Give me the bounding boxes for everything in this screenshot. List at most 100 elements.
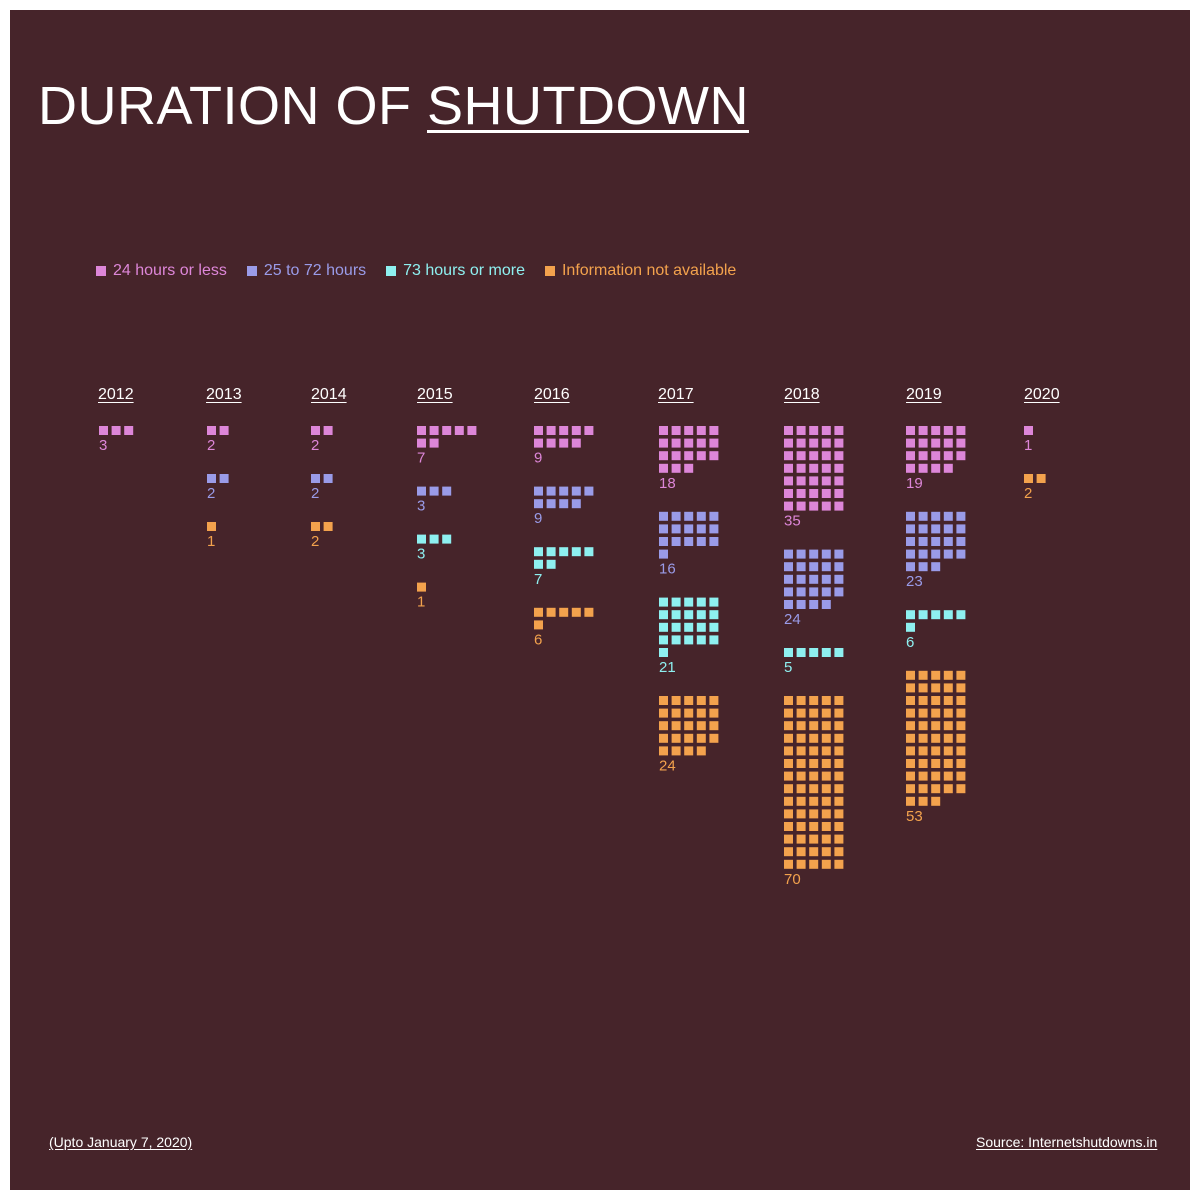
waffle-unit-2013-information-not-available bbox=[207, 522, 216, 531]
title-emphasis: SHUTDOWN bbox=[427, 76, 749, 136]
waffle-unit-2018-25-to-72-hours bbox=[784, 574, 793, 584]
waffle-unit-2019-information-not-available bbox=[906, 670, 915, 680]
waffle-unit-2017-24-hours-or-less bbox=[659, 451, 668, 461]
year-label-2014: 2014 bbox=[311, 386, 347, 403]
waffle-unit-2019-information-not-available bbox=[956, 708, 966, 718]
count-label-2013-information-not-available: 1 bbox=[207, 533, 215, 550]
waffle-unit-2019-information-not-available bbox=[931, 721, 941, 731]
waffle-unit-2018-25-to-72-hours bbox=[809, 562, 819, 572]
waffle-unit-2016-73-hours-or-more bbox=[546, 559, 556, 569]
waffle-unit-2018-24-hours-or-less bbox=[821, 476, 831, 486]
waffle-unit-2018-information-not-available bbox=[821, 733, 831, 743]
waffle-unit-2016-73-hours-or-more bbox=[559, 547, 569, 557]
waffle-unit-2019-information-not-available bbox=[906, 759, 915, 768]
legend-label-25-72h: 25 to 72 hours bbox=[263, 262, 367, 279]
waffle-unit-2015-information-not-available bbox=[417, 582, 426, 592]
count-label-2019-25-to-72-hours: 23 bbox=[906, 573, 923, 590]
waffle-unit-2017-information-not-available bbox=[671, 721, 681, 731]
waffle-unit-2017-73-hours-or-more bbox=[659, 635, 668, 645]
legend-label-24h: 24 hours or less bbox=[113, 262, 227, 279]
count-label-2018-73-hours-or-more: 5 bbox=[784, 659, 792, 676]
waffle-unit-2018-information-not-available bbox=[784, 696, 793, 705]
legend-swatch-24h bbox=[96, 266, 106, 276]
waffle-unit-2017-information-not-available bbox=[671, 696, 681, 705]
count-label-2015-information-not-available: 1 bbox=[417, 594, 425, 611]
waffle-unit-2019-24-hours-or-less bbox=[943, 451, 953, 461]
count-label-2014-information-not-available: 2 bbox=[311, 533, 319, 550]
waffle-unit-2018-24-hours-or-less bbox=[796, 426, 806, 435]
waffle-unit-2019-information-not-available bbox=[906, 784, 915, 794]
waffle-unit-2018-24-hours-or-less bbox=[834, 476, 844, 486]
waffle-unit-2019-25-to-72-hours bbox=[956, 537, 966, 546]
waffle-unit-2017-25-to-72-hours bbox=[659, 524, 668, 534]
waffle-unit-2016-information-not-available bbox=[559, 607, 569, 617]
waffle-unit-2014-information-not-available bbox=[311, 522, 320, 531]
waffle-unit-2018-information-not-available bbox=[796, 784, 806, 794]
waffle-unit-2017-25-to-72-hours bbox=[709, 511, 719, 521]
waffle-unit-2018-information-not-available bbox=[809, 859, 819, 869]
waffle-unit-2018-information-not-available bbox=[796, 859, 806, 869]
source-footnote: Source: Internetshutdowns.in bbox=[976, 1134, 1158, 1150]
waffle-unit-2018-25-to-72-hours bbox=[784, 587, 793, 597]
waffle-unit-2018-25-to-72-hours bbox=[821, 562, 831, 572]
waffle-unit-2016-73-hours-or-more bbox=[534, 559, 543, 569]
waffle-unit-2019-information-not-available bbox=[943, 771, 953, 781]
waffle-unit-2018-information-not-available bbox=[834, 708, 844, 718]
waffle-unit-2018-73-hours-or-more bbox=[821, 648, 831, 657]
waffle-unit-2018-information-not-available bbox=[784, 859, 793, 869]
year-label-2019: 2019 bbox=[906, 386, 942, 403]
waffle-unit-2017-73-hours-or-more bbox=[671, 622, 681, 632]
waffle-unit-2018-24-hours-or-less bbox=[834, 463, 844, 473]
waffle-unit-2018-information-not-available bbox=[834, 859, 844, 869]
waffle-unit-2015-24-hours-or-less bbox=[429, 438, 439, 448]
waffle-unit-2017-25-to-72-hours bbox=[696, 537, 706, 546]
waffle-unit-2019-information-not-available bbox=[918, 670, 928, 680]
waffle-unit-2016-24-hours-or-less bbox=[571, 438, 581, 448]
waffle-unit-2018-24-hours-or-less bbox=[809, 463, 819, 473]
waffle-unit-2016-73-hours-or-more bbox=[584, 547, 594, 557]
waffle-unit-2018-information-not-available bbox=[821, 834, 831, 844]
waffle-unit-2018-information-not-available bbox=[796, 796, 806, 806]
waffle-unit-2019-25-to-72-hours bbox=[906, 562, 915, 572]
waffle-unit-2018-73-hours-or-more bbox=[796, 648, 806, 657]
count-label-2018-24-hours-or-less: 35 bbox=[784, 513, 801, 530]
waffle-unit-2018-25-to-72-hours bbox=[796, 562, 806, 572]
waffle-unit-2017-25-to-72-hours bbox=[709, 524, 719, 534]
waffle-unit-2019-24-hours-or-less bbox=[931, 451, 941, 461]
waffle-unit-2018-24-hours-or-less bbox=[796, 489, 806, 498]
waffle-unit-2019-information-not-available bbox=[906, 771, 915, 781]
waffle-unit-2018-information-not-available bbox=[796, 771, 806, 781]
waffle-unit-2019-information-not-available bbox=[943, 708, 953, 718]
waffle-unit-2017-24-hours-or-less bbox=[696, 451, 706, 461]
waffle-unit-2019-information-not-available bbox=[956, 746, 966, 756]
waffle-unit-2013-24-hours-or-less bbox=[207, 426, 216, 435]
waffle-unit-2018-24-hours-or-less bbox=[821, 426, 831, 435]
waffle-unit-2017-25-to-72-hours bbox=[696, 524, 706, 534]
waffle-unit-2019-information-not-available bbox=[918, 796, 928, 806]
count-label-2016-73-hours-or-more: 7 bbox=[534, 571, 542, 588]
waffle-unit-2018-information-not-available bbox=[796, 759, 806, 768]
waffle-unit-2019-information-not-available bbox=[943, 721, 953, 731]
waffle-unit-2019-25-to-72-hours bbox=[918, 524, 928, 534]
waffle-unit-2018-24-hours-or-less bbox=[809, 501, 819, 511]
waffle-unit-2017-information-not-available bbox=[709, 708, 719, 718]
waffle-unit-2017-73-hours-or-more bbox=[709, 635, 719, 645]
waffle-unit-2018-information-not-available bbox=[809, 796, 819, 806]
waffle-unit-2018-25-to-72-hours bbox=[809, 600, 819, 609]
waffle-unit-2019-information-not-available bbox=[906, 721, 915, 731]
legend-item-25-72h: 25 to 72 hours bbox=[246, 262, 367, 280]
waffle-unit-2019-information-not-available bbox=[931, 771, 941, 781]
waffle-unit-2018-information-not-available bbox=[796, 834, 806, 844]
waffle-unit-2016-25-to-72-hours bbox=[584, 486, 594, 496]
waffle-unit-2019-information-not-available bbox=[956, 721, 966, 731]
waffle-unit-2014-24-hours-or-less bbox=[311, 426, 320, 435]
waffle-unit-2019-information-not-available bbox=[943, 759, 953, 768]
year-label-2017: 2017 bbox=[658, 386, 694, 403]
waffle-unit-2019-24-hours-or-less bbox=[943, 426, 953, 435]
waffle-unit-2017-73-hours-or-more bbox=[659, 622, 668, 632]
legend-swatch-25-72h bbox=[246, 266, 257, 276]
title-prefix: DURATION OF bbox=[38, 76, 412, 136]
waffle-unit-2018-information-not-available bbox=[821, 708, 831, 718]
waffle-unit-2018-information-not-available bbox=[809, 809, 819, 819]
waffle-unit-2016-information-not-available bbox=[534, 620, 543, 630]
